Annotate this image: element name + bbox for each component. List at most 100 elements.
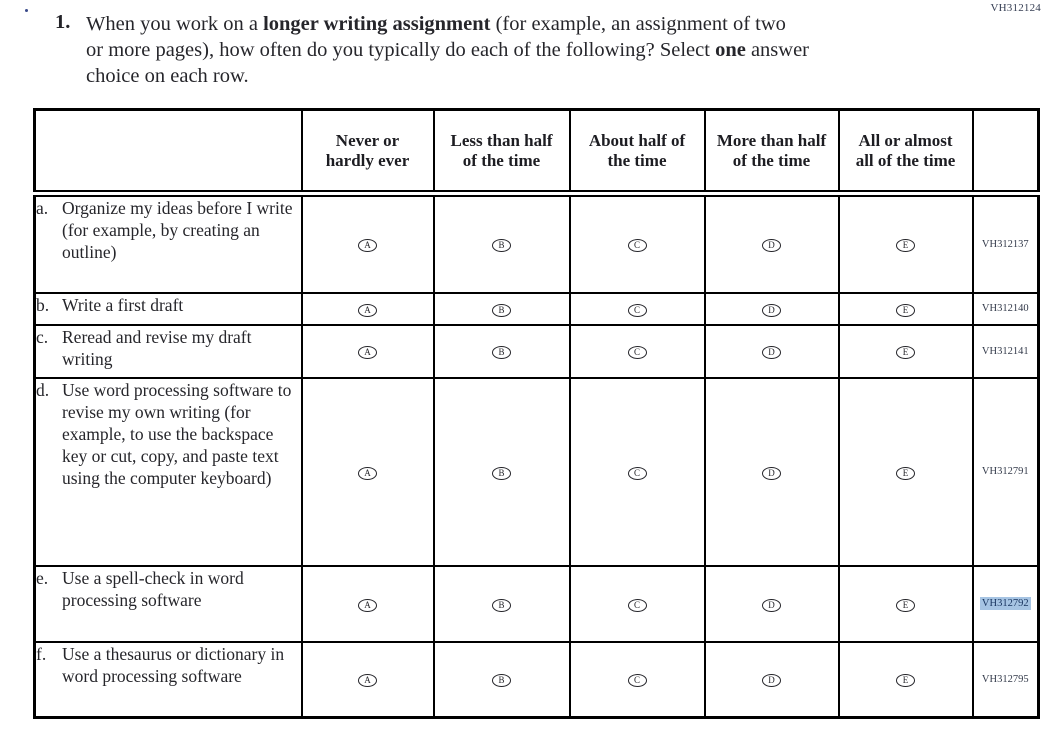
option-cell: C xyxy=(568,376,706,567)
bubble-letter: B xyxy=(498,675,505,686)
bubble-letter: B xyxy=(498,304,505,315)
option-bubble-d[interactable]: D xyxy=(762,239,781,253)
bubble-letter: B xyxy=(498,467,505,478)
option-bubble-d[interactable]: D xyxy=(762,346,781,359)
bubble-letter: A xyxy=(364,675,371,686)
option-cell: D xyxy=(703,564,840,643)
column-header-about-half: About half of the time xyxy=(568,108,706,197)
row-code-cell: VH312792 xyxy=(971,564,1040,643)
bubble-letter: B xyxy=(498,347,505,357)
option-bubble-d[interactable]: D xyxy=(762,674,781,688)
option-bubble-a[interactable]: A xyxy=(358,346,377,359)
bubble-letter: A xyxy=(364,599,371,610)
bubble-letter: E xyxy=(902,304,909,315)
option-bubble-d[interactable]: D xyxy=(762,303,781,317)
option-bubble-a[interactable]: A xyxy=(358,466,377,480)
row-label: Use word processing software to revise m… xyxy=(62,379,292,488)
table-row-c: c. Reread and revise my draft writing A … xyxy=(33,323,1040,379)
option-bubble-c[interactable]: C xyxy=(627,239,647,253)
bubble-letter: D xyxy=(768,467,775,478)
option-cell: C xyxy=(568,640,706,719)
option-bubble-b[interactable]: B xyxy=(492,598,511,612)
bubble-letter: E xyxy=(902,467,909,478)
row-label: Use a thesaurus or dictionary in word pr… xyxy=(62,643,285,686)
option-bubble-d[interactable]: D xyxy=(762,598,781,612)
row-code: VH312791 xyxy=(981,466,1029,477)
option-cell: B xyxy=(432,323,571,379)
question-text: When you work on a longer writing assign… xyxy=(86,11,1015,89)
option-bubble-b[interactable]: B xyxy=(492,346,511,359)
question-text-bold: longer writing assignment xyxy=(263,13,491,35)
row-prefix: f. xyxy=(36,643,47,664)
option-bubble-a[interactable]: A xyxy=(358,674,377,688)
bubble-letter: B xyxy=(498,240,505,251)
option-cell: B xyxy=(432,376,571,567)
row-code-cell: VH312795 xyxy=(971,640,1040,719)
option-bubble-e[interactable]: E xyxy=(896,598,915,612)
option-bubble-c[interactable]: C xyxy=(627,466,647,480)
column-header-all-or-almost-all: All or almost all of the time xyxy=(837,108,974,197)
code-column-blank-header xyxy=(971,108,1040,197)
question-text-segment: When you work on a xyxy=(86,13,264,35)
question-text-bold: one xyxy=(715,39,746,61)
option-bubble-b[interactable]: B xyxy=(492,303,511,317)
row-label-cell: f. Use a thesaurus or dictionary in word… xyxy=(33,640,303,719)
row-label: Use a spell-check in word processing sof… xyxy=(62,567,244,610)
row-code-cell: VH312791 xyxy=(971,376,1040,567)
bubble-letter: A xyxy=(364,347,371,357)
row-prefix: c. xyxy=(36,326,49,347)
option-bubble-a[interactable]: A xyxy=(358,303,377,317)
bubble-letter: C xyxy=(633,675,640,686)
form-code-top-right: VH312124 xyxy=(990,2,1041,14)
option-bubble-c[interactable]: C xyxy=(627,303,647,317)
header-row: Never or hardly ever Less than half of t… xyxy=(33,108,1040,197)
row-prefix: a. xyxy=(36,198,49,218)
option-bubble-b[interactable]: B xyxy=(492,466,511,480)
question-text-segment: (for example, an assignment of two xyxy=(490,13,786,35)
option-cell: C xyxy=(568,192,706,294)
response-grid-table: Never or hardly ever Less than half of t… xyxy=(33,108,1040,719)
option-bubble-b[interactable]: B xyxy=(492,239,511,253)
table-row-b: b. Write a first draft A B C D E VH31214… xyxy=(33,291,1040,326)
column-header-more-than-half: More than half of the time xyxy=(703,108,840,197)
option-bubble-c[interactable]: C xyxy=(627,598,647,612)
question-text-segment: or more pages), how often do you typical… xyxy=(86,39,716,61)
row-label: Reread and revise my draft writing xyxy=(62,326,252,369)
row-label-cell: a. Organize my ideas before I write (for… xyxy=(33,192,303,294)
row-label-cell: e. Use a spell-check in word processing … xyxy=(33,564,303,643)
option-bubble-c[interactable]: C xyxy=(627,346,647,359)
option-bubble-b[interactable]: B xyxy=(492,674,511,688)
row-label-cell: c. Reread and revise my draft writing xyxy=(33,323,303,379)
option-bubble-a[interactable]: A xyxy=(358,239,377,253)
option-bubble-e[interactable]: E xyxy=(896,239,915,253)
bubble-letter: D xyxy=(768,240,775,251)
option-cell: E xyxy=(837,564,974,643)
option-bubble-e[interactable]: E xyxy=(896,466,915,480)
bubble-letter: E xyxy=(902,675,909,686)
row-code: VH312141 xyxy=(981,345,1029,357)
option-bubble-e[interactable]: E xyxy=(896,303,915,317)
option-bubble-a[interactable]: A xyxy=(358,598,377,612)
table-row-a: a. Organize my ideas before I write (for… xyxy=(33,192,1040,294)
bubble-letter: E xyxy=(902,240,909,251)
row-prefix: e. xyxy=(36,567,49,588)
question-text-segment: choice on each row. xyxy=(86,65,249,87)
row-label: Organize my ideas before I write (for ex… xyxy=(62,198,293,262)
bubble-letter: D xyxy=(768,599,775,610)
option-bubble-c[interactable]: C xyxy=(627,674,647,688)
bubble-letter: A xyxy=(364,240,371,251)
option-cell: E xyxy=(837,376,974,567)
option-bubble-d[interactable]: D xyxy=(762,466,781,480)
option-bubble-e[interactable]: E xyxy=(896,346,915,359)
option-cell: A xyxy=(300,291,435,326)
option-bubble-e[interactable]: E xyxy=(896,674,915,688)
bubble-letter: C xyxy=(633,347,640,357)
option-cell: E xyxy=(837,291,974,326)
option-cell: E xyxy=(837,640,974,719)
column-header-less-than-half: Less than half of the time xyxy=(432,108,571,197)
row-label-cell: b. Write a first draft xyxy=(33,291,303,326)
option-cell: B xyxy=(432,564,571,643)
option-cell: A xyxy=(300,323,435,379)
bubble-letter: E xyxy=(902,347,909,357)
option-cell: D xyxy=(703,323,840,379)
